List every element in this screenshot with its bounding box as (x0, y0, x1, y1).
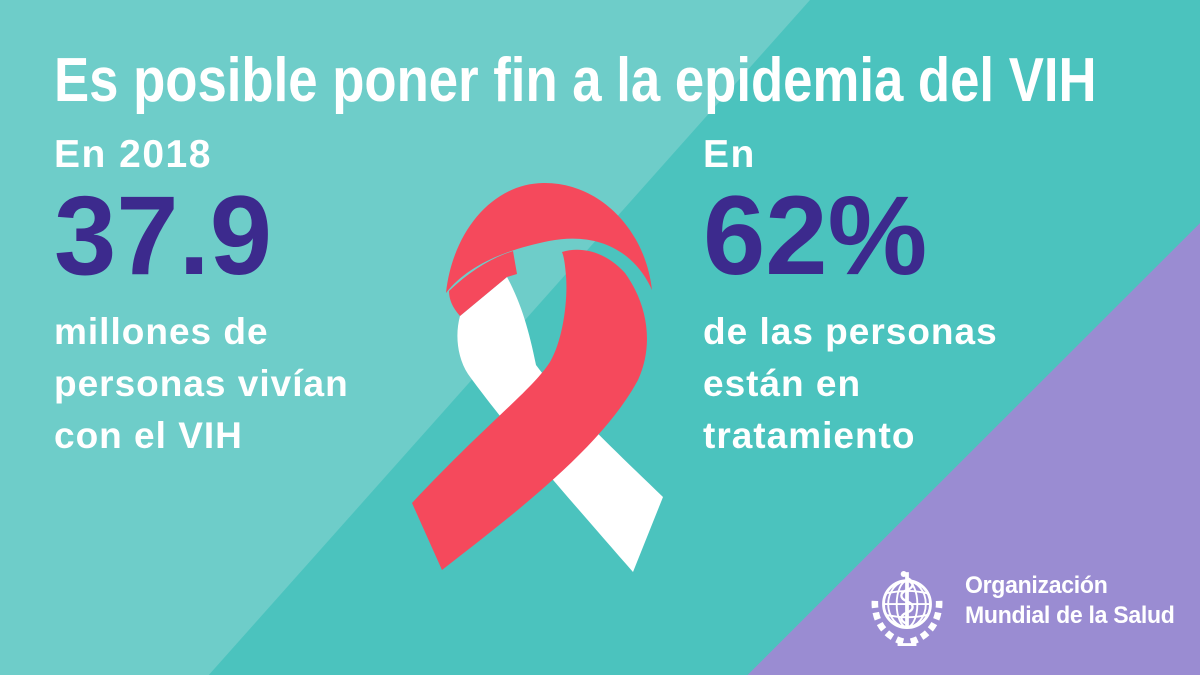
who-logo-line1: Organización (965, 572, 1108, 599)
stat-left-label: En 2018 (54, 133, 212, 176)
stat-right-desc-line: están en (703, 363, 862, 404)
stat-left-desc-line: con el VIH (54, 415, 243, 456)
ribbon-top-arch (446, 182, 652, 293)
page-title: Es posible poner fin a la epidemia del V… (54, 46, 1097, 115)
stat-right-description: de las personas están en tratamiento (703, 306, 998, 462)
stat-left-desc-line: millones de (54, 311, 269, 352)
stat-right-label: En (703, 133, 756, 176)
stat-left-desc-line: personas vivían (54, 363, 349, 404)
who-logo-line2: Mundial de la Salud (965, 602, 1175, 629)
stat-left: En 2018 37.9 millones de personas vivían… (54, 135, 349, 462)
who-logo-text: Organización Mundial de la Salud (965, 562, 1175, 631)
laurel-wreath-icon (871, 598, 943, 646)
stat-right-value: 62% (703, 173, 928, 298)
stat-right-desc-line: de las personas (703, 311, 998, 352)
ribbon-red-cap (449, 251, 517, 316)
stat-right: En 62% de las personas están en tratamie… (703, 135, 998, 462)
who-logo: Organización Mundial de la Salud (860, 562, 1183, 650)
ribbon-red-strand (412, 249, 647, 570)
stat-right-desc-line: tratamiento (703, 415, 916, 456)
stat-left-description: millones de personas vivían con el VIH (54, 306, 349, 462)
who-emblem-icon (871, 571, 943, 646)
staff-of-asclepius-icon (900, 571, 914, 629)
stat-left-value: 37.9 (54, 173, 272, 298)
